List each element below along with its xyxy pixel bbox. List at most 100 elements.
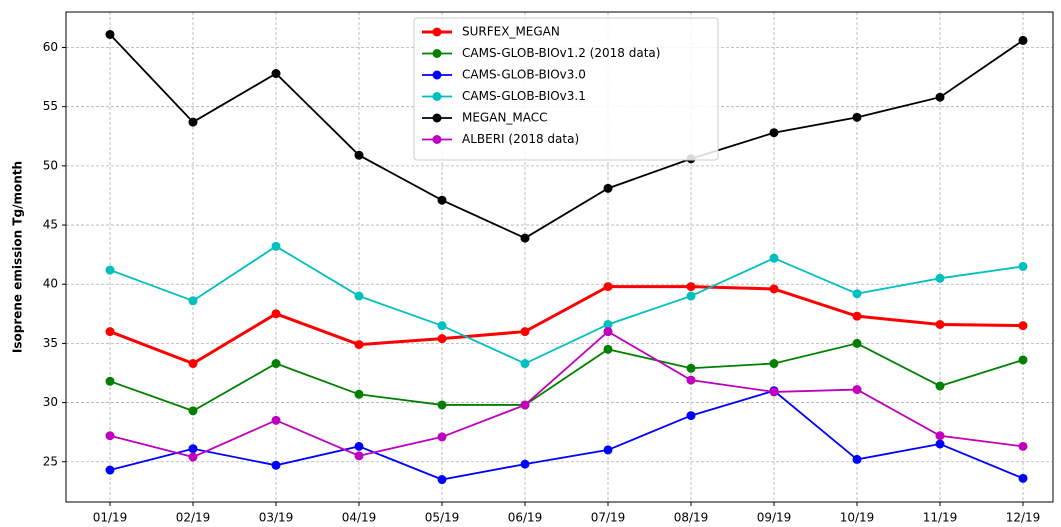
y-axis-label: Isoprene emission Tg/month [11,161,25,353]
point [105,327,115,337]
point [271,460,281,470]
point [686,375,696,385]
point [603,344,613,354]
point [520,233,530,243]
point [271,241,281,251]
point [188,296,198,306]
legend-marker [432,135,442,144]
point [935,319,945,329]
x-tick-label: 06/19 [508,511,543,525]
point [686,363,696,373]
y-tick-label: 30 [43,395,58,409]
point [437,475,447,485]
x-tick-label: 04/19 [342,511,377,525]
point [105,265,115,275]
x-tick-label: 02/19 [176,511,211,525]
point [105,376,115,386]
point [686,282,696,292]
point [603,327,613,337]
point [271,359,281,369]
point [852,385,862,395]
legend-label: CAMS-GLOB-BIOv3.0 [462,68,586,82]
point [686,411,696,421]
point [520,400,530,410]
legend-label: CAMS-GLOB-BIOv3.1 [462,89,586,103]
point [852,311,862,321]
point [437,432,447,442]
point [935,381,945,391]
point [271,309,281,319]
legend-marker [432,113,442,123]
point [603,282,613,292]
point [1018,261,1028,271]
point [852,289,862,299]
plot-frame [65,11,1054,503]
point [520,459,530,469]
y-tick-label: 45 [43,218,58,232]
point [769,253,779,263]
x-tick-label: 11/19 [923,511,958,525]
legend-label: CAMS-GLOB-BIOv1.2 (2018 data) [462,46,660,60]
point [1018,441,1028,451]
point [188,444,198,454]
y-tick-label: 60 [43,40,58,54]
legend-box [413,17,719,161]
point [935,431,945,441]
legend-marker [432,70,442,80]
line [109,245,1024,365]
point [935,439,945,449]
point [188,359,198,369]
point [105,29,115,39]
point [437,321,447,331]
point [437,400,447,410]
point [354,340,364,350]
y-tick-label: 35 [43,336,58,350]
point [437,195,447,205]
point [354,291,364,301]
point [354,441,364,451]
y-tick-label: 55 [43,99,58,113]
point [852,454,862,464]
point [769,359,779,369]
point [686,291,696,301]
legend-label: ALBERI (2018 data) [462,132,579,146]
point [188,117,198,127]
point [354,451,364,461]
point [188,406,198,416]
point [769,284,779,294]
legend-label: SURFEX_MEGAN [462,25,560,39]
x-tick-label: 09/19 [757,511,792,525]
legend-marker [432,92,442,101]
line [109,342,1024,412]
line [109,389,1024,481]
y-tick-label: 25 [43,454,58,468]
y-tick-label: 40 [43,277,58,291]
point [603,183,613,193]
point [603,319,613,329]
point [769,387,779,397]
legend-label: MEGAN_MACC [462,111,548,125]
x-tick-label: 05/19 [425,511,460,525]
x-tick-label: 01/19 [93,511,128,525]
x-tick-label: 08/19 [674,511,709,525]
legend-marker [432,49,442,58]
point [271,415,281,425]
point [437,334,447,344]
x-tick-label: 03/19 [259,511,294,525]
x-tick-label: 10/19 [840,511,875,525]
point [354,150,364,160]
point [935,273,945,283]
x-tick-label: 12/19 [1006,511,1041,525]
point [354,389,364,399]
point [1018,35,1028,45]
point [271,69,281,79]
point [852,112,862,122]
x-tick-label: 07/19 [591,511,626,525]
line [109,33,1024,240]
point [105,465,115,475]
point [852,338,862,348]
point [520,359,530,369]
line [109,330,1024,458]
point [769,128,779,138]
